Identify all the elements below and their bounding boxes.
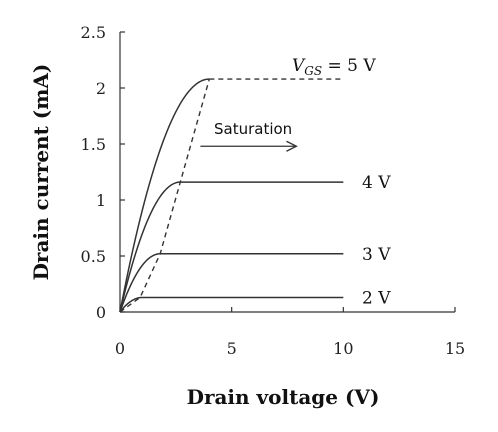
annotation-label: Saturation: [214, 120, 292, 138]
arrow-head-icon: [286, 140, 298, 152]
series-label: 3 V: [362, 245, 391, 265]
y-tick-label: 0.5: [81, 247, 106, 266]
x-axis-ticks: 0 5 10 15: [115, 307, 465, 358]
series-line: [119, 181, 344, 313]
y-axis-ticks: 0 0.5 1 1.5 2 2.5: [81, 23, 125, 322]
x-axis-title: Drain voltage (V): [187, 385, 380, 409]
label-value: = 5 V: [322, 56, 376, 76]
series-label: VGS = 5 V: [292, 56, 376, 78]
y-tick-label: 2: [96, 79, 106, 98]
y-tick-label: 0: [96, 303, 106, 322]
x-tick-label: 5: [227, 339, 237, 358]
series-labels: VGS = 5 V 4 V 3 V 2 V: [292, 56, 391, 308]
series-line: [119, 78, 210, 313]
label-symbol: V: [292, 56, 306, 76]
plot-frame: [119, 32, 455, 313]
series-line: [119, 296, 344, 313]
label-subscript: GS: [304, 64, 322, 78]
series-line: [119, 253, 344, 313]
series-label: 2 V: [362, 288, 391, 308]
saturation-boundary-line: [119, 78, 211, 313]
saturation-annotation: Saturation: [200, 120, 298, 152]
y-tick-label: 1: [96, 191, 106, 210]
series-label: 4 V: [362, 173, 391, 193]
x-tick-label: 15: [445, 339, 465, 358]
x-tick-label: 10: [333, 339, 353, 358]
y-axis-title: Drain current (mA): [29, 64, 53, 281]
y-tick-label: 2.5: [81, 23, 106, 42]
x-tick-label: 0: [115, 339, 125, 358]
y-tick-label: 1.5: [81, 135, 106, 154]
saturation-boundary: [119, 78, 344, 313]
series-lines: [119, 78, 344, 313]
